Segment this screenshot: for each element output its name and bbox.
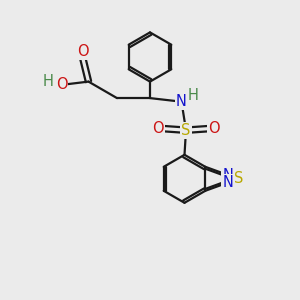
Text: N: N [222, 167, 233, 182]
Text: O: O [77, 44, 88, 59]
Text: N: N [222, 175, 233, 190]
Text: N: N [176, 94, 187, 109]
Text: H: H [188, 88, 198, 103]
Text: O: O [56, 77, 67, 92]
Text: O: O [208, 121, 220, 136]
Text: S: S [234, 171, 243, 186]
Text: H: H [43, 74, 54, 89]
Text: O: O [152, 121, 164, 136]
Text: S: S [181, 123, 191, 138]
